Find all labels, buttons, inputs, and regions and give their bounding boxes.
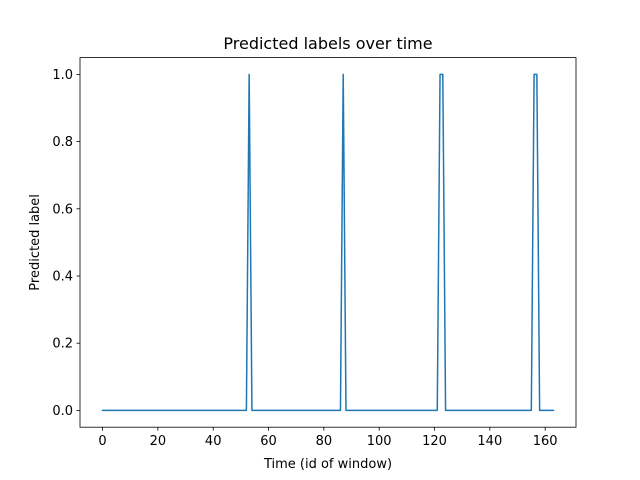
x-tick-label: 80 — [316, 434, 333, 449]
x-tick-label: 60 — [260, 434, 277, 449]
y-tick-label: 0.4 — [52, 270, 73, 285]
x-tick-label: 40 — [205, 434, 222, 449]
series-line-0 — [101, 73, 555, 412]
x-axis-label: Time (id of window) — [263, 457, 392, 472]
plot-frame — [79, 57, 577, 428]
x-tick-label: 20 — [150, 434, 167, 449]
y-tick-label: 1.0 — [52, 68, 73, 83]
y-tick-label: 0.2 — [52, 337, 73, 352]
chart-title: Predicted labels over time — [223, 34, 432, 53]
x-tick-label: 0 — [98, 434, 106, 449]
y-tick-label: 0.0 — [52, 404, 73, 419]
x-tick-label: 100 — [367, 434, 392, 449]
y-tick-label: 0.6 — [52, 202, 73, 217]
y-tick-label: 0.8 — [52, 135, 73, 150]
y-axis-label: Predicted label — [28, 194, 43, 291]
x-tick-label: 160 — [533, 434, 558, 449]
x-tick-label: 140 — [477, 434, 502, 449]
x-tick-label: 120 — [422, 434, 447, 449]
